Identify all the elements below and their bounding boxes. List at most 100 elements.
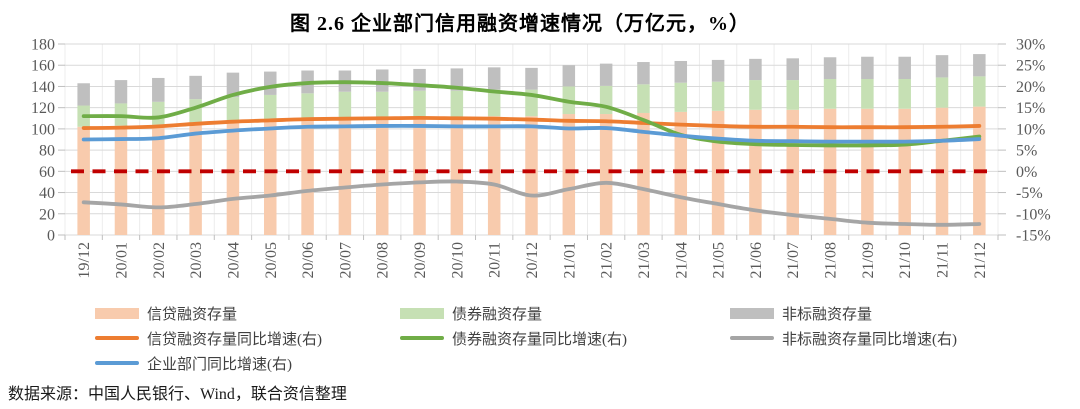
x-axis-label: 21/11 <box>935 242 952 278</box>
x-axis-label: 20/06 <box>300 242 317 278</box>
x-axis-label: 21/12 <box>972 242 989 278</box>
bar-segment <box>413 68 426 91</box>
bar-segment <box>487 67 501 90</box>
bar-segment <box>749 58 762 81</box>
x-axis-label: 21/09 <box>860 242 877 278</box>
bar-segment <box>264 71 277 95</box>
bar-segment <box>413 117 426 235</box>
x-axis-label: 20/07 <box>337 242 354 278</box>
bar-segment <box>450 90 464 118</box>
x-axis-label: 21/10 <box>897 242 914 278</box>
bar-segment <box>375 69 389 92</box>
bar-segment <box>898 79 911 109</box>
right-axis-label: -10% <box>1016 206 1051 223</box>
bar-segment <box>786 80 799 110</box>
bar-segment <box>152 101 165 125</box>
series-line <box>81 115 982 130</box>
bar-segment <box>114 125 128 235</box>
right-axis-label: -15% <box>1016 228 1051 245</box>
left-axis-label: 60 <box>39 164 55 181</box>
x-axis-label: 20/04 <box>225 242 242 278</box>
bar-segment <box>935 77 949 108</box>
x-axis-label: 20/05 <box>263 242 280 278</box>
x-axis-label: 21/04 <box>673 242 690 278</box>
left-axis-label: 100 <box>31 121 55 138</box>
bar-segment <box>786 58 799 81</box>
bar-segment <box>77 126 90 235</box>
bar-segment <box>152 77 165 102</box>
bar-segment <box>562 65 576 87</box>
right-axis-label: 30% <box>1016 37 1045 54</box>
left-axis-label: 80 <box>39 143 55 160</box>
right-axis-label: 10% <box>1016 121 1045 138</box>
bar-segment <box>264 120 277 235</box>
bar-segment <box>823 79 837 109</box>
bar-segment <box>226 72 240 98</box>
bar-segment <box>226 121 240 235</box>
bar-segment <box>450 68 464 91</box>
x-axis-label: 20/01 <box>113 242 130 278</box>
series-line <box>81 80 982 148</box>
x-axis-label: 20/09 <box>412 242 429 278</box>
bar-segment <box>487 116 501 235</box>
bar-segment <box>973 54 986 77</box>
x-axis-label: 20/10 <box>449 242 466 278</box>
bar-segment <box>861 56 874 80</box>
bar-segment <box>338 91 352 119</box>
bar-segment <box>301 119 314 235</box>
bar-segment <box>487 89 501 117</box>
x-axis-label: 21/03 <box>636 242 653 278</box>
bar-segment <box>189 122 202 235</box>
bar-segment <box>935 55 949 78</box>
x-axis-label: 21/07 <box>785 242 802 278</box>
right-axis-label: 5% <box>1016 143 1037 160</box>
bar-segment <box>674 111 688 235</box>
bar-segment <box>450 117 464 235</box>
left-axis-label: 160 <box>31 58 55 75</box>
bar-segment <box>375 91 389 119</box>
left-axis-label: 140 <box>31 79 55 96</box>
series-line <box>81 179 982 227</box>
bar-segment <box>711 59 725 82</box>
bar-segment <box>599 114 613 235</box>
x-axis-label: 20/03 <box>188 242 205 278</box>
bar-segment <box>861 79 874 109</box>
right-axis-label: 20% <box>1016 79 1045 96</box>
source-note: 数据来源：中国人民银行、Wind，联合资信整理 <box>8 386 347 403</box>
bar-segment <box>898 56 911 80</box>
x-axis-label: 21/06 <box>748 242 765 278</box>
x-axis-label: 21/01 <box>561 242 578 278</box>
left-axis-label: 120 <box>31 100 55 117</box>
bar-segment <box>152 124 165 235</box>
left-axis-label: 40 <box>39 185 55 202</box>
bar-segment <box>77 83 90 106</box>
x-axis-label: 20/08 <box>375 242 392 278</box>
right-axis-label: 25% <box>1016 58 1045 75</box>
bar-segment <box>674 60 688 83</box>
bar-segment <box>637 84 650 113</box>
bar-segment <box>562 114 576 235</box>
chart-title: 图 2.6 企业部门信用融资增速情况（万亿元，%） <box>290 13 750 35</box>
bar-segment <box>599 63 613 86</box>
bar-segment <box>338 118 352 235</box>
bar-segment <box>637 112 650 235</box>
x-axis-label: 21/02 <box>599 242 616 278</box>
bar-segment <box>413 90 426 118</box>
x-axis-label: 21/08 <box>823 242 840 278</box>
bar-segment <box>973 76 986 107</box>
bar-segment <box>189 75 202 100</box>
x-axis-label: 20/11 <box>487 242 504 278</box>
bar-segment <box>301 93 314 120</box>
left-axis-label: 20 <box>39 206 55 223</box>
bar-segment <box>525 116 538 235</box>
left-axis-label: 0 <box>47 228 55 245</box>
bar-segment <box>114 80 128 104</box>
bar-segment <box>823 57 837 80</box>
x-axis-label: 19/12 <box>76 242 93 278</box>
bar-segment <box>637 62 650 85</box>
bar-segment <box>749 80 762 110</box>
x-axis-label: 21/05 <box>711 242 728 278</box>
bar-segment <box>226 97 240 122</box>
